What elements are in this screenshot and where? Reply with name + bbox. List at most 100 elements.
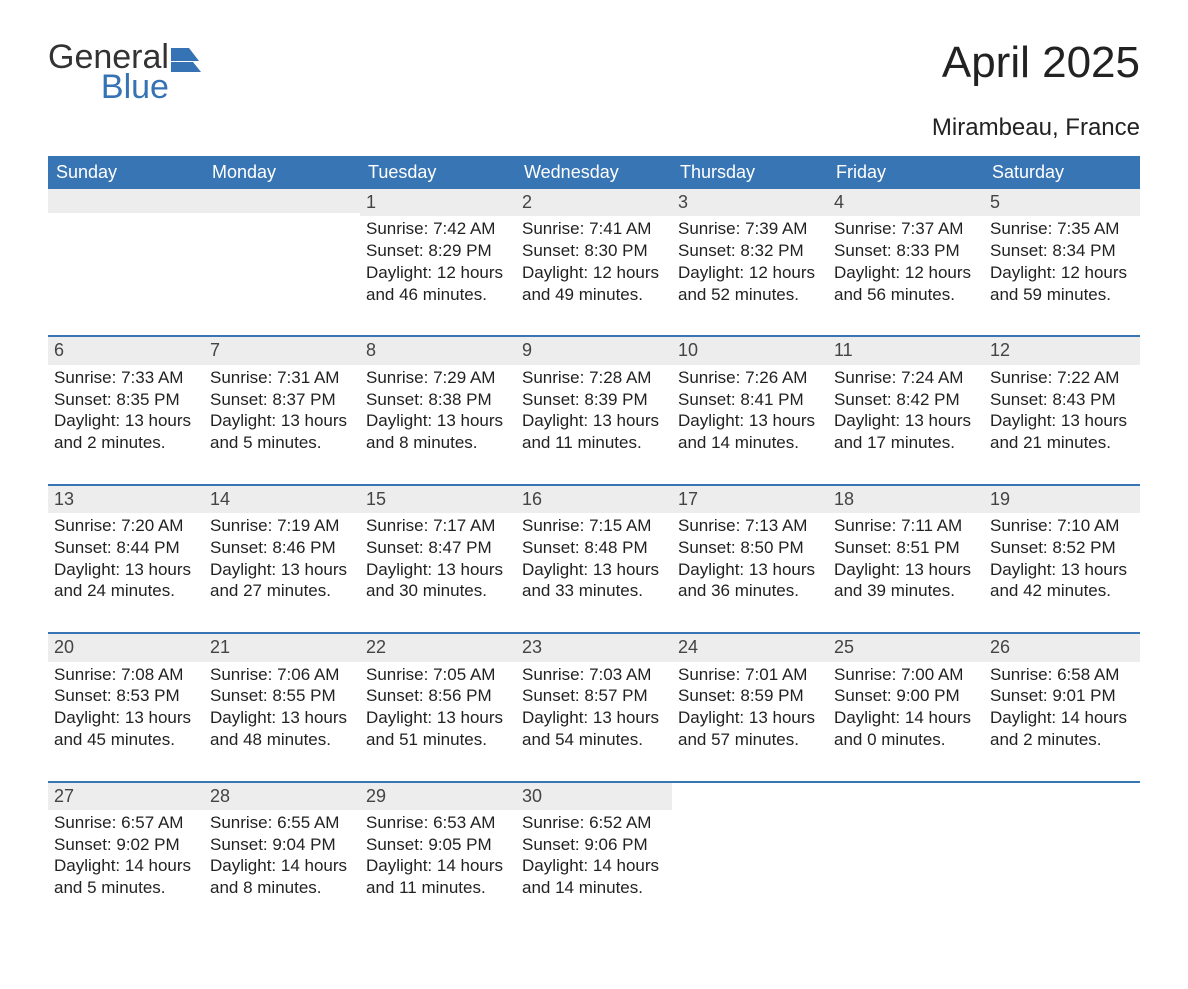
calendar-day: 5Sunrise: 7:35 AMSunset: 8:34 PMDaylight… <box>984 189 1140 335</box>
calendar-week: 6Sunrise: 7:33 AMSunset: 8:35 PMDaylight… <box>48 335 1140 483</box>
day-body: Sunrise: 7:10 AMSunset: 8:52 PMDaylight:… <box>984 513 1140 632</box>
day-sunset: Sunset: 8:42 PM <box>834 389 978 411</box>
day-body <box>828 807 984 917</box>
day-daylight1: Daylight: 13 hours <box>210 410 354 432</box>
day-body: Sunrise: 7:42 AMSunset: 8:29 PMDaylight:… <box>360 216 516 335</box>
weekday-header: Wednesday <box>516 156 672 189</box>
day-sunset: Sunset: 8:46 PM <box>210 537 354 559</box>
day-sunrise: Sunrise: 7:10 AM <box>990 515 1134 537</box>
day-daylight2: and 33 minutes. <box>522 580 666 602</box>
day-sunrise: Sunrise: 7:19 AM <box>210 515 354 537</box>
calendar-day: 4Sunrise: 7:37 AMSunset: 8:33 PMDaylight… <box>828 189 984 335</box>
day-sunrise: Sunrise: 7:26 AM <box>678 367 822 389</box>
day-number <box>828 783 984 807</box>
day-body: Sunrise: 6:58 AMSunset: 9:01 PMDaylight:… <box>984 662 1140 781</box>
day-body: Sunrise: 7:01 AMSunset: 8:59 PMDaylight:… <box>672 662 828 781</box>
day-number: 6 <box>48 337 204 364</box>
brand-logo: General Blue <box>48 40 205 104</box>
calendar-day: 26Sunrise: 6:58 AMSunset: 9:01 PMDayligh… <box>984 634 1140 780</box>
day-number: 14 <box>204 486 360 513</box>
day-daylight2: and 59 minutes. <box>990 284 1134 306</box>
day-body: Sunrise: 7:15 AMSunset: 8:48 PMDaylight:… <box>516 513 672 632</box>
day-body <box>204 213 360 323</box>
calendar-day: 24Sunrise: 7:01 AMSunset: 8:59 PMDayligh… <box>672 634 828 780</box>
day-body <box>48 213 204 323</box>
day-daylight1: Daylight: 13 hours <box>834 559 978 581</box>
day-sunrise: Sunrise: 7:17 AM <box>366 515 510 537</box>
day-body: Sunrise: 7:13 AMSunset: 8:50 PMDaylight:… <box>672 513 828 632</box>
day-sunrise: Sunrise: 7:22 AM <box>990 367 1134 389</box>
calendar-day: 28Sunrise: 6:55 AMSunset: 9:04 PMDayligh… <box>204 783 360 929</box>
day-sunrise: Sunrise: 7:11 AM <box>834 515 978 537</box>
day-sunset: Sunset: 8:56 PM <box>366 685 510 707</box>
day-number: 26 <box>984 634 1140 661</box>
day-number <box>984 783 1140 807</box>
day-daylight2: and 54 minutes. <box>522 729 666 751</box>
day-body: Sunrise: 7:39 AMSunset: 8:32 PMDaylight:… <box>672 216 828 335</box>
day-body <box>984 807 1140 917</box>
day-number: 1 <box>360 189 516 216</box>
calendar-week: 13Sunrise: 7:20 AMSunset: 8:44 PMDayligh… <box>48 484 1140 632</box>
day-number: 30 <box>516 783 672 810</box>
calendar-day: 11Sunrise: 7:24 AMSunset: 8:42 PMDayligh… <box>828 337 984 483</box>
day-number: 18 <box>828 486 984 513</box>
day-daylight2: and 49 minutes. <box>522 284 666 306</box>
day-sunrise: Sunrise: 6:58 AM <box>990 664 1134 686</box>
day-body: Sunrise: 6:53 AMSunset: 9:05 PMDaylight:… <box>360 810 516 929</box>
day-daylight2: and 51 minutes. <box>366 729 510 751</box>
day-daylight2: and 42 minutes. <box>990 580 1134 602</box>
day-sunrise: Sunrise: 7:37 AM <box>834 218 978 240</box>
day-number <box>672 783 828 807</box>
day-daylight2: and 24 minutes. <box>54 580 198 602</box>
day-number: 11 <box>828 337 984 364</box>
day-daylight2: and 52 minutes. <box>678 284 822 306</box>
day-body: Sunrise: 7:22 AMSunset: 8:43 PMDaylight:… <box>984 365 1140 484</box>
day-number: 13 <box>48 486 204 513</box>
weekday-header: Tuesday <box>360 156 516 189</box>
day-number: 12 <box>984 337 1140 364</box>
day-sunrise: Sunrise: 7:05 AM <box>366 664 510 686</box>
day-daylight2: and 17 minutes. <box>834 432 978 454</box>
day-daylight1: Daylight: 13 hours <box>678 707 822 729</box>
calendar-day: 3Sunrise: 7:39 AMSunset: 8:32 PMDaylight… <box>672 189 828 335</box>
day-sunset: Sunset: 8:43 PM <box>990 389 1134 411</box>
day-sunset: Sunset: 9:01 PM <box>990 685 1134 707</box>
day-sunrise: Sunrise: 7:28 AM <box>522 367 666 389</box>
calendar-week: 20Sunrise: 7:08 AMSunset: 8:53 PMDayligh… <box>48 632 1140 780</box>
weekday-header: Friday <box>828 156 984 189</box>
day-body: Sunrise: 7:06 AMSunset: 8:55 PMDaylight:… <box>204 662 360 781</box>
day-body: Sunrise: 7:31 AMSunset: 8:37 PMDaylight:… <box>204 365 360 484</box>
day-number: 9 <box>516 337 672 364</box>
calendar-day: 27Sunrise: 6:57 AMSunset: 9:02 PMDayligh… <box>48 783 204 929</box>
day-daylight2: and 39 minutes. <box>834 580 978 602</box>
day-sunrise: Sunrise: 7:06 AM <box>210 664 354 686</box>
calendar-day <box>204 189 360 335</box>
day-daylight2: and 27 minutes. <box>210 580 354 602</box>
calendar-day: 17Sunrise: 7:13 AMSunset: 8:50 PMDayligh… <box>672 486 828 632</box>
day-number: 27 <box>48 783 204 810</box>
day-body: Sunrise: 6:52 AMSunset: 9:06 PMDaylight:… <box>516 810 672 929</box>
day-daylight1: Daylight: 13 hours <box>54 559 198 581</box>
day-sunset: Sunset: 9:05 PM <box>366 834 510 856</box>
calendar-day: 16Sunrise: 7:15 AMSunset: 8:48 PMDayligh… <box>516 486 672 632</box>
calendar-day: 29Sunrise: 6:53 AMSunset: 9:05 PMDayligh… <box>360 783 516 929</box>
calendar-week: 27Sunrise: 6:57 AMSunset: 9:02 PMDayligh… <box>48 781 1140 929</box>
page-title: April 2025 <box>942 40 1140 86</box>
day-daylight2: and 30 minutes. <box>366 580 510 602</box>
day-number: 25 <box>828 634 984 661</box>
page-subtitle: Mirambeau, France <box>48 114 1140 142</box>
day-number: 2 <box>516 189 672 216</box>
weekday-header: Sunday <box>48 156 204 189</box>
day-number <box>48 189 204 213</box>
day-daylight1: Daylight: 13 hours <box>522 559 666 581</box>
day-body <box>672 807 828 917</box>
day-body: Sunrise: 7:03 AMSunset: 8:57 PMDaylight:… <box>516 662 672 781</box>
day-number: 3 <box>672 189 828 216</box>
day-sunrise: Sunrise: 7:24 AM <box>834 367 978 389</box>
day-sunset: Sunset: 8:29 PM <box>366 240 510 262</box>
calendar-day: 22Sunrise: 7:05 AMSunset: 8:56 PMDayligh… <box>360 634 516 780</box>
day-body: Sunrise: 7:20 AMSunset: 8:44 PMDaylight:… <box>48 513 204 632</box>
day-sunset: Sunset: 8:55 PM <box>210 685 354 707</box>
calendar-day: 8Sunrise: 7:29 AMSunset: 8:38 PMDaylight… <box>360 337 516 483</box>
weekday-header: Thursday <box>672 156 828 189</box>
